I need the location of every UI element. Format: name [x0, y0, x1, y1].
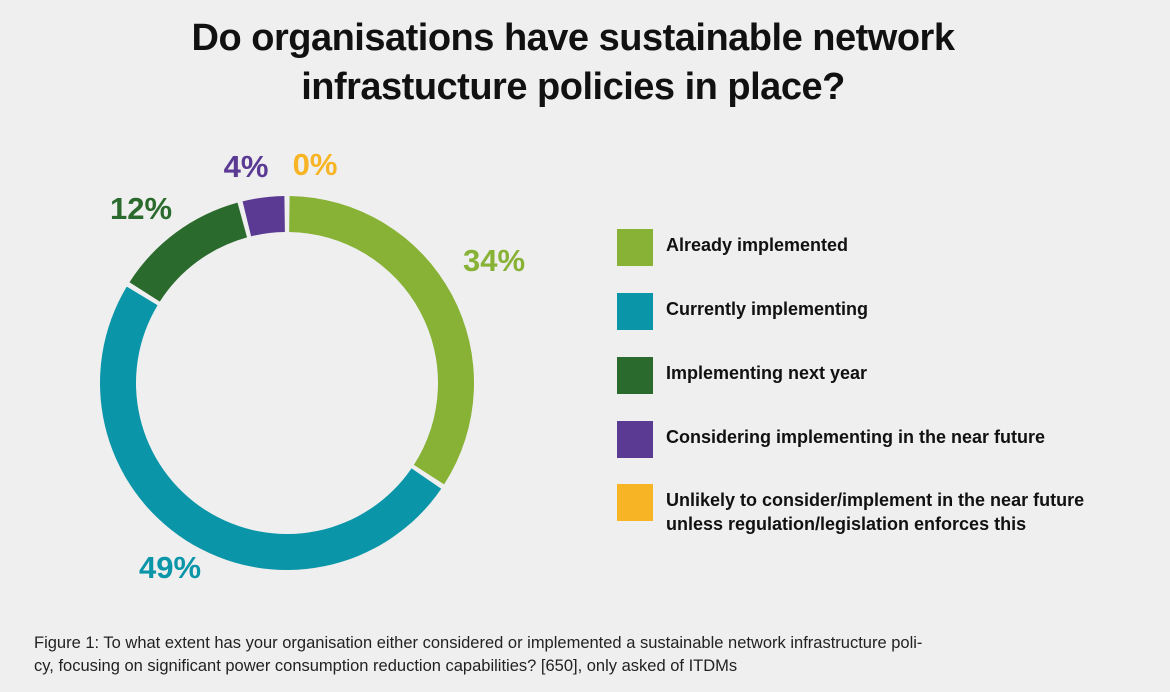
legend-swatch-implementing-next-year	[617, 357, 653, 394]
legend-swatch-already-implemented	[617, 229, 653, 266]
legend-swatch-currently-implementing	[617, 293, 653, 330]
legend-label-implementing-next-year: Implementing next year	[666, 363, 868, 383]
figure-caption-line-1: Figure 1: To what extent has your organi…	[34, 634, 923, 652]
donut-slice-implementing-next	[129, 202, 248, 302]
legend-item-implementing-next-year: Implementing next year	[617, 357, 867, 394]
slice-value-label-considering-implementing: 4%	[224, 149, 269, 184]
donut-slice-already-implemented	[289, 196, 474, 485]
chart-title-line-2: infrastucture policies in place?	[301, 66, 845, 108]
slice-value-label-implementing-next: 12%	[110, 191, 172, 226]
donut-slice-currently-implementing	[100, 286, 442, 570]
chart-title-line-1: Do organisations have sustainable networ…	[191, 17, 955, 59]
slice-value-label-unlikely-to: 0%	[293, 147, 338, 182]
legend-label-currently-implementing: Currently implementing	[666, 299, 869, 319]
figure-caption-line-2: cy, focusing on significant power consum…	[34, 657, 738, 675]
legend-item-considering-implementing: Considering implementing in the near fut…	[617, 421, 1045, 458]
legend-label-unlikely-to-consider: Unlikely to consider/implement in the ne…	[666, 490, 1085, 534]
legend-swatch-considering-implementing	[617, 421, 653, 458]
legend-item-already-implemented: Already implemented	[617, 229, 848, 266]
slice-value-label-already-implemented: 34%	[463, 243, 525, 278]
legend-item-unlikely-to-consider: Unlikely to consider/implement in the ne…	[617, 484, 1084, 536]
legend-item-currently-implementing: Currently implementing	[617, 293, 868, 330]
slice-value-label-currently-implementing: 49%	[139, 550, 201, 585]
donut-slice-considering-implementing	[242, 196, 285, 237]
legend-label-considering-implementing: Considering implementing in the near fut…	[666, 427, 1046, 447]
legend-label-already-implemented: Already implemented	[666, 235, 849, 255]
figure-caption: Figure 1: To what extent has your organi…	[34, 632, 1144, 678]
chart-title: Do organisations have sustainable networ…	[0, 14, 1146, 112]
legend-swatch-unlikely-to-consider	[617, 484, 653, 521]
